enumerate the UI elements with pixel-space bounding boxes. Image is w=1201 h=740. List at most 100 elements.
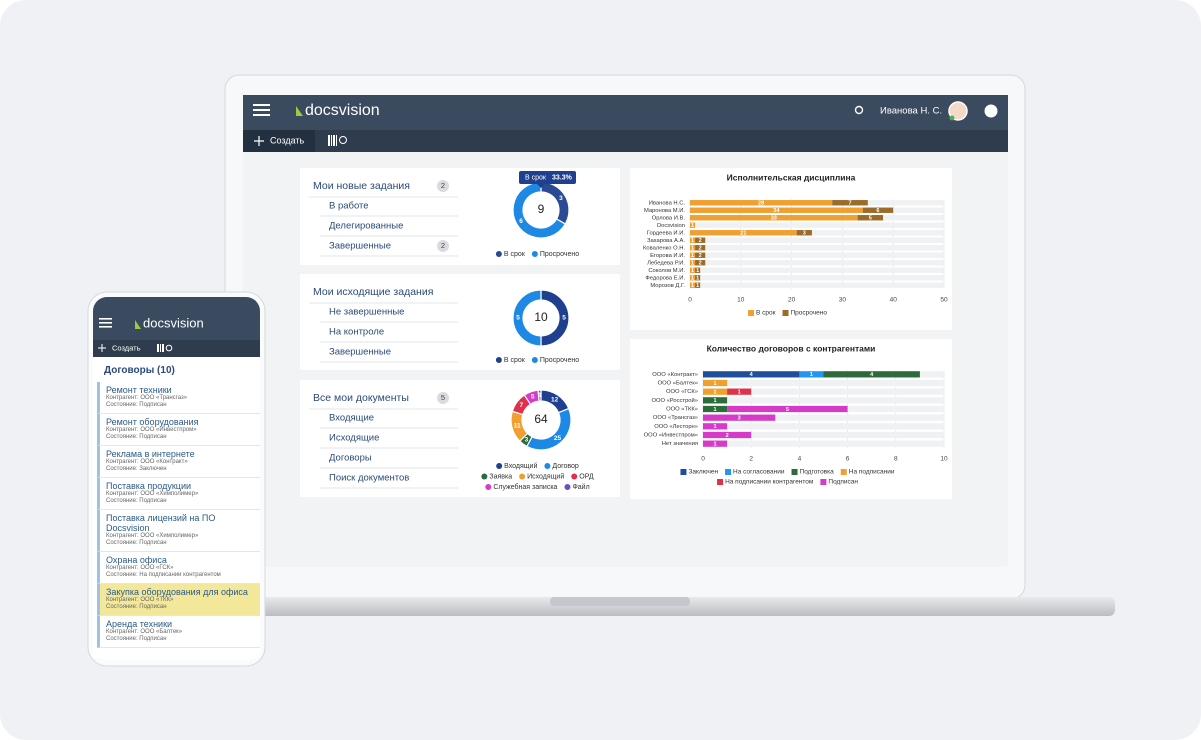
- legend-label: Просрочено: [540, 357, 579, 364]
- bar-label: 1: [691, 223, 694, 229]
- legend-item: Заявка: [481, 473, 512, 480]
- legend-swatch: [531, 357, 538, 363]
- create-label[interactable]: Создать: [270, 135, 305, 145]
- contract-counterparty: Контрагент: ООО «Химполимер»: [106, 491, 199, 497]
- contract-item[interactable]: Ремонт оборудования Контрагент: ООО «Инве…: [97, 414, 260, 446]
- search-icon[interactable]: [854, 105, 864, 115]
- legend-swatch: [725, 469, 732, 475]
- contract-counterparty: Контрагент: ООО «ГСК»: [106, 565, 174, 571]
- help-icon[interactable]: [984, 104, 998, 118]
- widget-title[interactable]: Мои новые задания: [313, 180, 410, 192]
- bar-label: 1: [738, 389, 741, 395]
- phone-barcode-icon[interactable]: [157, 344, 173, 352]
- legend-item: ОРД: [571, 473, 594, 480]
- status-dot: [949, 115, 955, 121]
- widget-link[interactable]: Договоры: [329, 453, 372, 464]
- bar-label: 34: [773, 208, 780, 214]
- widget-title[interactable]: Мои исходящие задания: [313, 286, 433, 298]
- contract-title: Охрана офиса: [106, 555, 167, 565]
- badge-count: 2: [441, 241, 445, 250]
- legend-label: На подписании контрагентом: [725, 479, 814, 486]
- contract-item[interactable]: Закупка оборудования для офиса Контрагент…: [97, 584, 260, 616]
- contract-item[interactable]: Ремонт техники Контрагент: ООО «Трансгаз»…: [97, 382, 260, 414]
- bar-label: 1: [696, 283, 699, 289]
- legend-swatch: [496, 463, 503, 469]
- contract-item[interactable]: Аренда техники Контрагент: ООО «Балтек» Со…: [97, 616, 260, 648]
- phone-menu-icon[interactable]: [99, 318, 112, 328]
- y-tick-label: ООО «Балтек»: [658, 381, 698, 387]
- y-tick-label: ООО «ГСК»: [666, 389, 698, 395]
- legend-swatch: [717, 479, 724, 485]
- donut-total: 10: [534, 310, 548, 324]
- y-tick-label: ООО «Контракт»: [652, 372, 698, 378]
- bar-segment: [799, 371, 824, 378]
- bar-segment: [690, 200, 833, 206]
- phone-create-label[interactable]: Создать: [112, 343, 141, 352]
- legend-swatch: [680, 469, 687, 475]
- tooltip-value: 33.3%: [552, 174, 573, 181]
- y-tick-label: ООО «Росстрой»: [651, 397, 698, 404]
- legend-label: Служебная записка: [493, 483, 557, 491]
- legend-label: В срок: [756, 310, 776, 317]
- widget-link[interactable]: Поиск документов: [329, 473, 409, 484]
- contract-item[interactable]: Поставка продукции Контрагент: ООО «Химпо…: [97, 478, 260, 510]
- bar-segment: [727, 388, 752, 395]
- widget-link[interactable]: На контроле: [329, 327, 384, 338]
- segment-label: 5: [531, 394, 535, 401]
- create-button[interactable]: [243, 130, 315, 152]
- legend-swatch: [571, 473, 578, 480]
- legend-item: Договор: [544, 463, 579, 470]
- bar-label: 2: [699, 261, 702, 267]
- app-toolbar: [243, 130, 1008, 152]
- bar-label: 5: [869, 216, 872, 222]
- legend-item: Подписан: [820, 479, 858, 486]
- widget-link[interactable]: Делегированные: [329, 221, 403, 232]
- menu-icon[interactable]: [253, 104, 270, 116]
- bar-label: 5: [786, 407, 789, 413]
- badge: [437, 392, 449, 404]
- contract-counterparty: Контрагент: ООО «Химполимер»: [106, 533, 199, 539]
- legend-swatch: [485, 484, 492, 490]
- legend-label: ОРД: [579, 473, 594, 480]
- legend-item: В срок: [495, 357, 526, 364]
- bar-segment: [703, 431, 752, 439]
- widget-link[interactable]: Исходящие: [329, 433, 379, 444]
- widget-link[interactable]: Завершенные: [329, 347, 391, 358]
- bar-label: 1: [691, 261, 694, 267]
- widget-link[interactable]: Входящие: [329, 413, 374, 424]
- bar-segment: [690, 230, 797, 236]
- laptop-notch: [550, 597, 690, 606]
- widget-link[interactable]: В работе: [329, 201, 369, 212]
- widget-link[interactable]: Завершенные: [329, 241, 391, 252]
- legend-item: Просрочено: [531, 357, 579, 364]
- barcode-icon[interactable]: [328, 135, 347, 146]
- bar-label: 1: [714, 441, 717, 447]
- bar-segment: [695, 267, 701, 273]
- widget-link[interactable]: Не завершенные: [329, 307, 404, 318]
- contract-counterparty: Контрагент: ООО «Инвестпром»: [106, 427, 197, 433]
- x-tick-label: 10: [737, 297, 745, 304]
- contract-item[interactable]: Охрана офиса Контрагент: ООО «ГСК» Состоян…: [97, 552, 260, 584]
- bar-label: 1: [691, 283, 694, 289]
- contract-title: Закупка оборудования для офиса: [106, 587, 248, 597]
- phone-logo: docsvision: [143, 315, 204, 330]
- contract-state: Состояние: Подписан: [106, 604, 167, 610]
- y-tick-label: ООО «ТКК»: [666, 407, 698, 413]
- row-track: [690, 230, 944, 236]
- contract-item[interactable]: Реклама в интернете Контрагент: ООО «Конт…: [97, 446, 260, 478]
- avatar[interactable]: [948, 101, 968, 121]
- legend-swatch: [544, 463, 551, 469]
- row-track: [703, 440, 944, 447]
- x-tick-label: 0: [688, 297, 692, 304]
- bar-label: 33: [771, 216, 777, 222]
- logo: docsvision: [305, 102, 380, 119]
- tooltip-pointer: [537, 184, 545, 188]
- contract-counterparty: Контрагент: ООО «Контракт»: [106, 459, 188, 465]
- legend-swatch: [531, 251, 538, 257]
- widget-title[interactable]: Все мои документы: [313, 392, 409, 404]
- bar-label: 3: [803, 231, 806, 237]
- contract-state: Состояние: Подписан: [106, 540, 167, 546]
- contract-item[interactable]: Поставка лицензий на ПО Docsvision Контра…: [97, 510, 260, 552]
- badge: [437, 180, 449, 192]
- donut-total: 64: [534, 412, 548, 426]
